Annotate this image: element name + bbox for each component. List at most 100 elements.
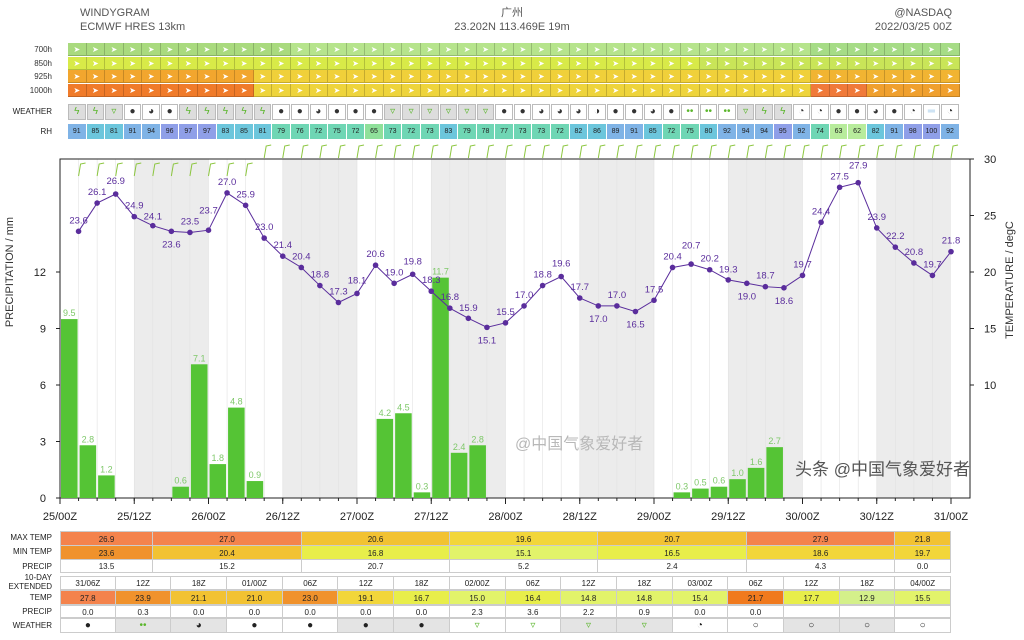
table-cell: 21.8 xyxy=(895,531,951,546)
wind-direction-icon: ➤ xyxy=(941,57,960,70)
precip-bar xyxy=(747,467,765,498)
wind-direction-icon: ➤ xyxy=(532,70,552,83)
temperature-point xyxy=(632,308,639,315)
overcast-icon: ● xyxy=(123,104,142,120)
wind-direction-icon: ➤ xyxy=(439,43,459,56)
temperature-label: 23.7 xyxy=(199,205,218,216)
precip-bar xyxy=(692,488,709,498)
wind-barb-icon xyxy=(764,144,773,159)
wind-direction-icon: ➤ xyxy=(811,43,830,56)
precip-bar xyxy=(395,413,412,498)
x-tick-label: 29/12Z xyxy=(711,511,746,523)
wind-direction-icon: ➤ xyxy=(736,43,756,56)
wind-direction-icon: ➤ xyxy=(290,57,310,70)
wind-direction-icon: ➤ xyxy=(179,70,199,83)
temperature-point xyxy=(818,219,824,226)
wind-direction-icon: ➤ xyxy=(681,57,700,70)
overcast-icon: ● xyxy=(495,104,513,120)
precip-bar-label: 0.9 xyxy=(249,470,262,480)
rain-icon: ▿ xyxy=(616,618,673,633)
wind-barb-icon xyxy=(226,162,235,177)
wind-barb-icon xyxy=(356,144,365,159)
precip-bar-label: 2.7 xyxy=(768,436,781,446)
table-cell: 06Z xyxy=(505,576,562,590)
wind-direction-icon: ➤ xyxy=(848,43,867,56)
wind-barb-icon xyxy=(430,144,439,159)
wind-direction-icon: ➤ xyxy=(829,57,849,70)
table-cell: 0.0 xyxy=(895,559,951,573)
rh-value: 94 xyxy=(142,124,161,139)
temperature-label: 18.6 xyxy=(775,296,794,307)
drizzle-icon: •• xyxy=(699,104,718,120)
rh-value: 86 xyxy=(588,124,607,139)
temperature-point xyxy=(75,228,82,235)
overcast-icon: ● xyxy=(328,104,346,120)
rh-value: 97 xyxy=(179,124,199,139)
wind-level-row: ➤ ➤ ➤ ➤ ➤ ➤ ➤ ➤ ➤ ➤ ➤ ➤ ➤ ➤ ➤ ➤ ➤ ➤ ➤ ➤ ➤ ➤ ➤ ➤ ➤ ➤ ➤ ➤ ➤ ➤ ➤ ➤ ➤ ➤ ➤ ➤ ➤ ➤ ➤ ➤… xyxy=(68,84,960,97)
wind-direction-icon: ➤ xyxy=(792,43,812,56)
rain-icon: ▿ xyxy=(458,104,476,120)
wind-direction-icon: ➤ xyxy=(290,70,310,83)
rh-value: 92 xyxy=(941,124,960,139)
wind-direction-icon: ➤ xyxy=(904,43,923,56)
wind-direction-icon: ➤ xyxy=(309,43,329,56)
rh-value: 80 xyxy=(699,124,719,139)
table-cell: 12Z xyxy=(561,576,617,590)
table-cell: 23.0 xyxy=(282,590,339,605)
rh-value: 75 xyxy=(681,124,700,139)
temperature-point xyxy=(688,261,694,267)
wind-direction-icon: ➤ xyxy=(755,84,774,97)
wind-direction-icon: ➤ xyxy=(272,70,291,83)
rain-icon: ▿ xyxy=(402,104,420,120)
mostly-cloudy-icon: ◕ xyxy=(142,104,160,120)
location-coords: 23.202N 113.469E 19m xyxy=(454,21,570,33)
table-cell: 15.1 xyxy=(450,545,598,560)
temperature-point xyxy=(150,222,156,229)
wind-direction-icon: ➤ xyxy=(718,57,737,70)
temperature-label: 24.4 xyxy=(812,206,831,217)
thunder-icon: ϟ xyxy=(216,104,235,120)
clear-icon: ○ xyxy=(895,618,951,633)
wind-direction-icon: ➤ xyxy=(216,70,236,83)
precip-bar xyxy=(450,452,468,498)
rh-row-label: RH xyxy=(40,127,52,136)
precip-bar xyxy=(98,475,115,498)
temperature-point xyxy=(94,200,100,206)
table-cell: 2.4 xyxy=(598,559,747,573)
wind-direction-icon: ➤ xyxy=(439,57,459,70)
rain-icon: ▿ xyxy=(420,104,439,120)
wind-direction-icon: ➤ xyxy=(235,70,254,83)
wind-direction-icon: ➤ xyxy=(123,84,143,97)
temperature-point xyxy=(465,315,472,322)
wind-barb-icon xyxy=(170,162,179,177)
rh-value: 97 xyxy=(198,124,217,139)
wind-direction-icon: ➤ xyxy=(829,43,849,56)
wind-barb-icon xyxy=(245,162,253,177)
table-cell: 02/00Z xyxy=(449,576,506,590)
wind-direction-icon: ➤ xyxy=(755,57,774,70)
wind-direction-icon: ➤ xyxy=(160,57,180,70)
table-cell: 27.0 xyxy=(153,531,302,546)
temperature-label: 19.6 xyxy=(552,259,571,270)
wind-direction-icon: ➤ xyxy=(142,84,161,97)
table-cell: 4.3 xyxy=(747,559,895,573)
precip-bar-label: 2.4 xyxy=(453,442,466,452)
thunder-icon: ϟ xyxy=(755,104,773,120)
precip-bar xyxy=(432,277,449,498)
thunder-icon: ϟ xyxy=(253,104,272,120)
temperature-point xyxy=(502,320,509,326)
precip-bar xyxy=(413,492,431,498)
wind-direction-icon: ➤ xyxy=(420,57,440,70)
table-cell: 15.2 xyxy=(153,559,302,573)
temperature-label: 20.4 xyxy=(292,251,311,262)
clear-icon: ○ xyxy=(839,618,896,633)
wind-direction-icon: ➤ xyxy=(662,43,682,56)
temperature-label: 15.9 xyxy=(459,303,478,314)
wind-direction-icon: ➤ xyxy=(160,43,180,56)
table-cell: 20.6 xyxy=(302,531,450,546)
wind-direction-icon: ➤ xyxy=(495,84,514,97)
wind-direction-icon: ➤ xyxy=(513,57,533,70)
extended-precip-label: PRECIP xyxy=(22,607,52,616)
rh-value: 91 xyxy=(625,124,644,139)
x-tick-label: 31/00Z xyxy=(934,511,969,523)
